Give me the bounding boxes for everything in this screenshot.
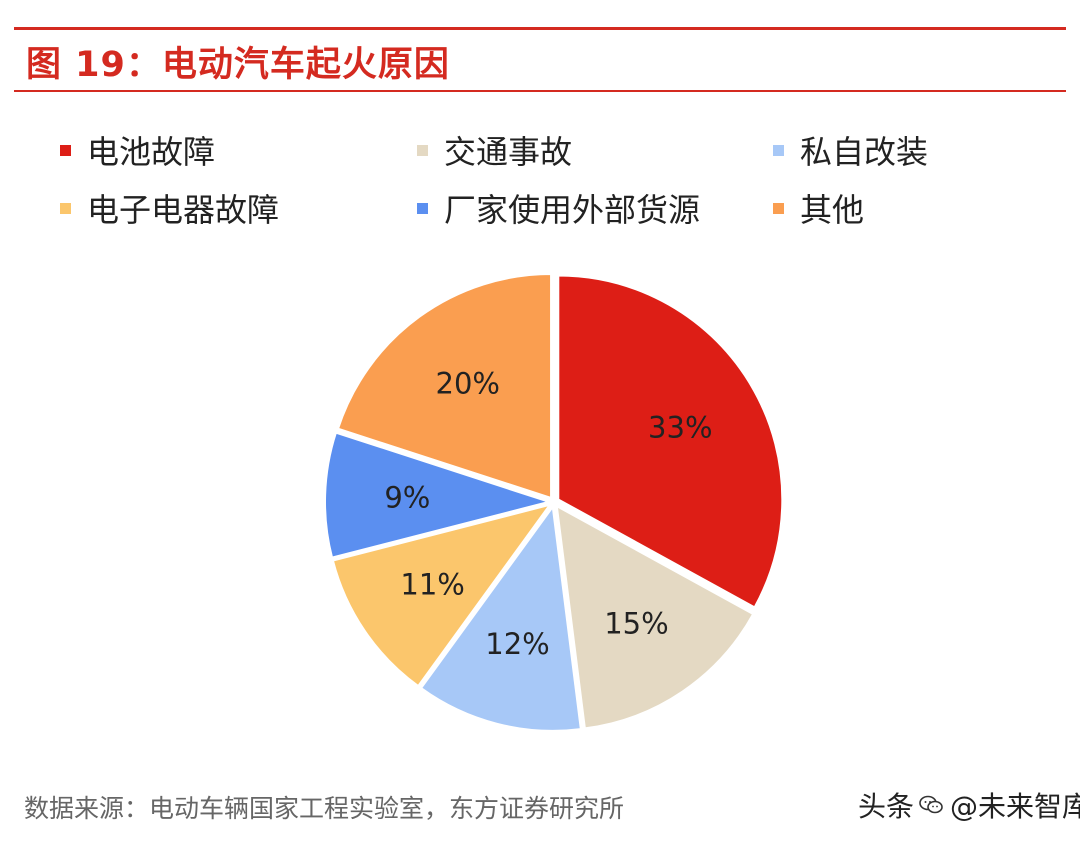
legend-label-traffic-accident: 交通事故 [444, 133, 573, 171]
pie-slice-other [336, 272, 553, 500]
watermark: 头条 @未来智库 [858, 785, 1080, 825]
pie-slice-external-supply [324, 431, 553, 559]
data-label-traffic-accident: 15% [604, 606, 668, 640]
pie-slice-private-modification [419, 504, 582, 732]
legend-swatch-traffic-accident [417, 144, 428, 156]
data-label-private-modification: 12% [485, 627, 549, 661]
pie-slice-traffic-accident [555, 504, 755, 730]
legend-swatch-private-modification [773, 144, 784, 156]
source-note: 数据来源：电动车辆国家工程实验室，东方证券研究所 [24, 794, 625, 823]
watermark-account: @未来智库 [950, 790, 1080, 823]
pie-slice-electrical-fault [331, 503, 553, 688]
legend-item-battery-fault: 电池故障 [60, 127, 215, 173]
legend-swatch-external-supply [417, 202, 428, 214]
data-label-battery-fault: 33% [648, 410, 712, 444]
legend-swatch-battery-fault [60, 144, 71, 156]
title-rule [14, 90, 1066, 92]
legend-label-other: 其他 [800, 191, 865, 229]
data-label-electrical-fault: 11% [400, 567, 464, 601]
chart-legend: 电池故障 交通事故 私自改装 电子电器故障 厂家使用外部货源 其他 [60, 127, 1060, 247]
data-label-other: 20% [436, 366, 500, 400]
data-label-external-supply: 9% [384, 480, 430, 514]
legend-swatch-other [773, 202, 784, 214]
legend-item-external-supply: 厂家使用外部货源 [417, 185, 700, 231]
legend-label-battery-fault: 电池故障 [87, 133, 216, 171]
legend-item-private-modification: 私自改装 [773, 127, 928, 173]
legend-label-private-modification: 私自改装 [800, 133, 929, 171]
legend-label-external-supply: 厂家使用外部货源 [444, 191, 701, 229]
legend-item-traffic-accident: 交通事故 [417, 127, 572, 173]
top-rule [14, 27, 1066, 30]
legend-item-other: 其他 [773, 185, 864, 231]
legend-item-electrical-fault: 电子电器故障 [60, 185, 279, 231]
watermark-prefix: 头条 [858, 790, 915, 823]
legend-label-electrical-fault: 电子电器故障 [87, 191, 280, 229]
chat-bubble-icon [919, 795, 943, 814]
figure-title: 图 19：电动汽车起火原因 [26, 45, 450, 85]
legend-swatch-electrical-fault [60, 202, 71, 214]
pie-slice-battery-fault [557, 274, 784, 609]
